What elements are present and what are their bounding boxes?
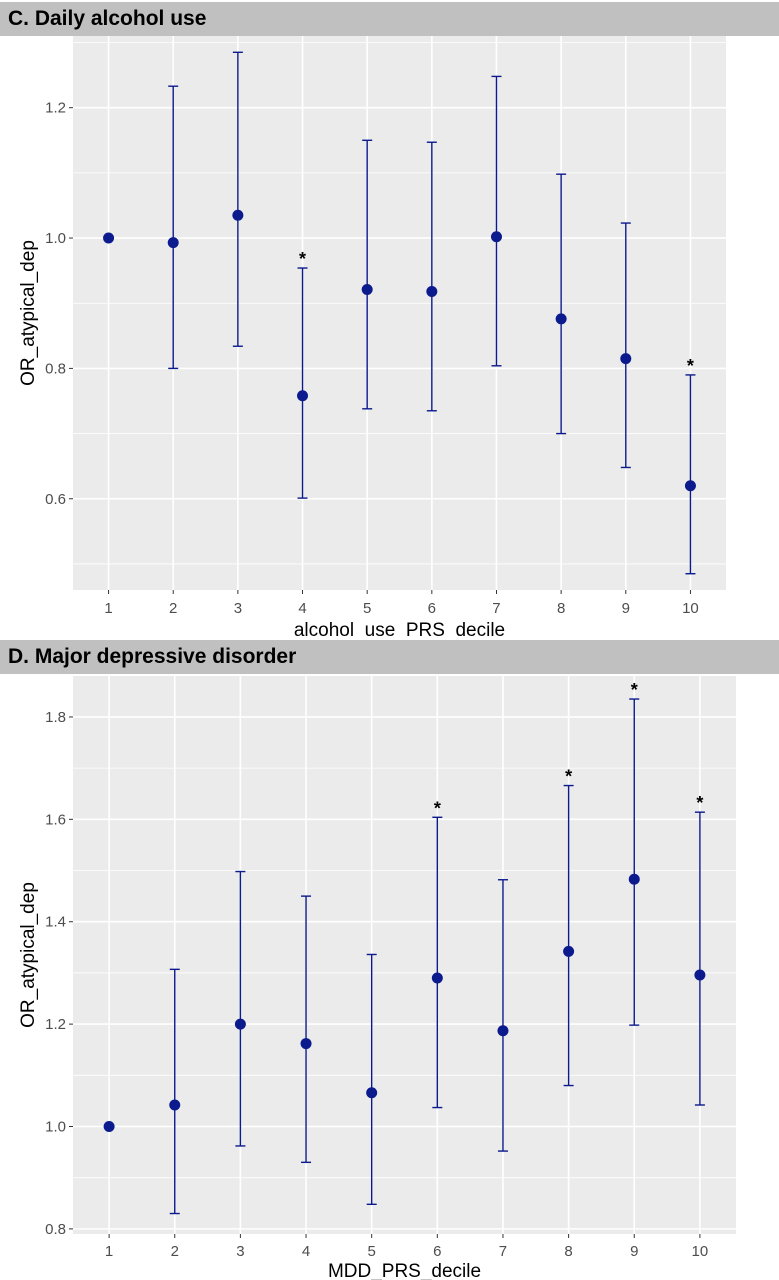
panel-d-error-bar	[563, 784, 574, 1087]
panel-d-data-point	[694, 969, 706, 981]
panel-c-error-bar	[362, 139, 373, 410]
panel-d-x-tick-label: 10	[692, 1243, 709, 1260]
panel-c-data-point	[426, 285, 438, 297]
panel-c-data-point	[555, 313, 567, 325]
panel-c-error-bar	[297, 267, 308, 499]
panel-d-data-point	[366, 1087, 378, 1099]
panel-c-data-point	[361, 284, 373, 296]
panel-c-significance-marker: *	[687, 356, 694, 376]
panel-d-data-point	[628, 873, 640, 885]
panel-c-error-bar	[685, 374, 696, 575]
panel-c-x-tick-label: 10	[682, 600, 699, 617]
panel-d-x-tick-label: 5	[368, 1243, 376, 1260]
panel-d-y-axis-title: OR_atypical_dep	[18, 882, 39, 1028]
panel-d-x-axis-title: MDD_PRS_decile	[328, 1261, 481, 1280]
panel-d-x-tick-label: 7	[499, 1243, 507, 1260]
panel-c-chart: 0.6 0.8 1.0 1.2 1 2 3 4 5 6 7 8 9 10 alcohol_use_PRS_d…	[18, 36, 726, 638]
panel-d-x-tick-label: 6	[433, 1243, 441, 1260]
panel-d-data-point	[431, 972, 443, 984]
panel-c-x-tick-label: 1	[104, 600, 112, 617]
panel-d-error-bar	[497, 879, 508, 1152]
panel-d-title-banner: D. Major depressive disorder	[0, 640, 779, 674]
panel-c-title-banner: C. Daily alcohol use	[0, 2, 779, 36]
panel-c-error-bar	[556, 173, 567, 435]
panel-c-significance-marker: *	[299, 249, 306, 269]
panel-c-x-tick-label: 7	[492, 600, 500, 617]
panel-d-error-bar	[235, 870, 246, 1147]
panel-c-data-point	[167, 237, 179, 249]
panel-c-data-point	[232, 209, 244, 221]
panel-d-chart: 0.8 1.0 1.2 1.4 1.6 1.8 1 2 3 4 5 6 7 8 9 10 MDD_PRS_dec…	[18, 676, 736, 1280]
panel-d-error-bar	[366, 953, 377, 1206]
panel-d-data-point	[563, 945, 575, 957]
panel-c-x-tick-label: 8	[557, 600, 565, 617]
panel-d-y-tick-label: 1.6	[45, 811, 66, 828]
panel-d-error-bar	[432, 816, 443, 1109]
panel-c-x-tick-label: 6	[428, 600, 436, 617]
panel-d-x-tick-label: 8	[564, 1243, 572, 1260]
panel-c-data-point	[103, 232, 115, 244]
panel-d-error-bar	[694, 811, 705, 1106]
panel-d-title: D. Major depressive disorder	[8, 645, 297, 668]
panel-d-y-tick-label: 1.8	[45, 709, 66, 726]
panel-d-y-tick-label: 1.2	[45, 1016, 66, 1033]
panel-d-x-tick-label: 1	[105, 1243, 113, 1260]
panel-d-x-tick-label: 9	[630, 1243, 638, 1260]
panel-c-error-bar	[491, 75, 502, 367]
panel-d-data-point	[300, 1038, 312, 1050]
panel-d-plot-background	[73, 676, 736, 1234]
panel-d-significance-marker: *	[631, 680, 638, 700]
panel-c-title: C. Daily alcohol use	[8, 7, 207, 30]
panel-d-y-tick-label: 1.4	[45, 914, 66, 931]
panel-d-data-point	[169, 1099, 181, 1111]
panel-d-x-tick-label: 3	[236, 1243, 244, 1260]
panel-d-data-point	[234, 1018, 246, 1030]
panel-d-error-bar	[301, 895, 312, 1164]
panel-c-y-tick-label: 0.8	[45, 360, 66, 377]
panel-c-y-tick-label: 0.6	[45, 491, 66, 508]
panel-c-error-bar	[232, 51, 243, 347]
panel-d-y-tick-label: 1.0	[45, 1118, 66, 1135]
panel-d-data-point	[103, 1120, 115, 1132]
panel-c-data-point	[620, 353, 632, 365]
panel-d-y-tick-label: 0.8	[45, 1221, 66, 1238]
panel-c-error-bar	[620, 222, 631, 469]
panel-c-x-tick-label: 9	[622, 600, 630, 617]
panel-c-data-point	[684, 480, 696, 492]
panel-c-x-tick-label: 5	[363, 600, 371, 617]
panel-c-data-point	[490, 231, 502, 243]
panel-c-y-tick-label: 1.0	[45, 230, 66, 247]
panel-c-x-tick-label: 3	[234, 600, 242, 617]
panel-c-x-tick-label: 2	[169, 600, 177, 617]
panel-d-error-bar	[169, 968, 180, 1215]
panel-d-significance-marker: *	[565, 767, 572, 787]
panel-c-x-tick-label: 4	[298, 600, 306, 617]
panel-c-error-bar	[426, 141, 437, 412]
panel-d-significance-marker: *	[696, 793, 703, 813]
panel-c-x-axis-title: alcohol_use_PRS_decile	[294, 620, 505, 638]
panel-d-data-point	[497, 1025, 509, 1037]
panel-d-x-tick-label: 2	[171, 1243, 179, 1260]
panel-c-data-point	[297, 390, 309, 402]
panel-c-y-tick-label: 1.2	[45, 100, 66, 117]
panel-c-plot-background	[73, 36, 726, 590]
panel-c-error-bar	[168, 85, 179, 370]
panel-d-x-tick-label: 4	[302, 1243, 310, 1260]
panel-d-error-bar	[629, 698, 640, 1026]
panel-d-significance-marker: *	[434, 798, 441, 818]
panel-c-y-axis-title: OR_atypical_dep	[18, 240, 39, 386]
